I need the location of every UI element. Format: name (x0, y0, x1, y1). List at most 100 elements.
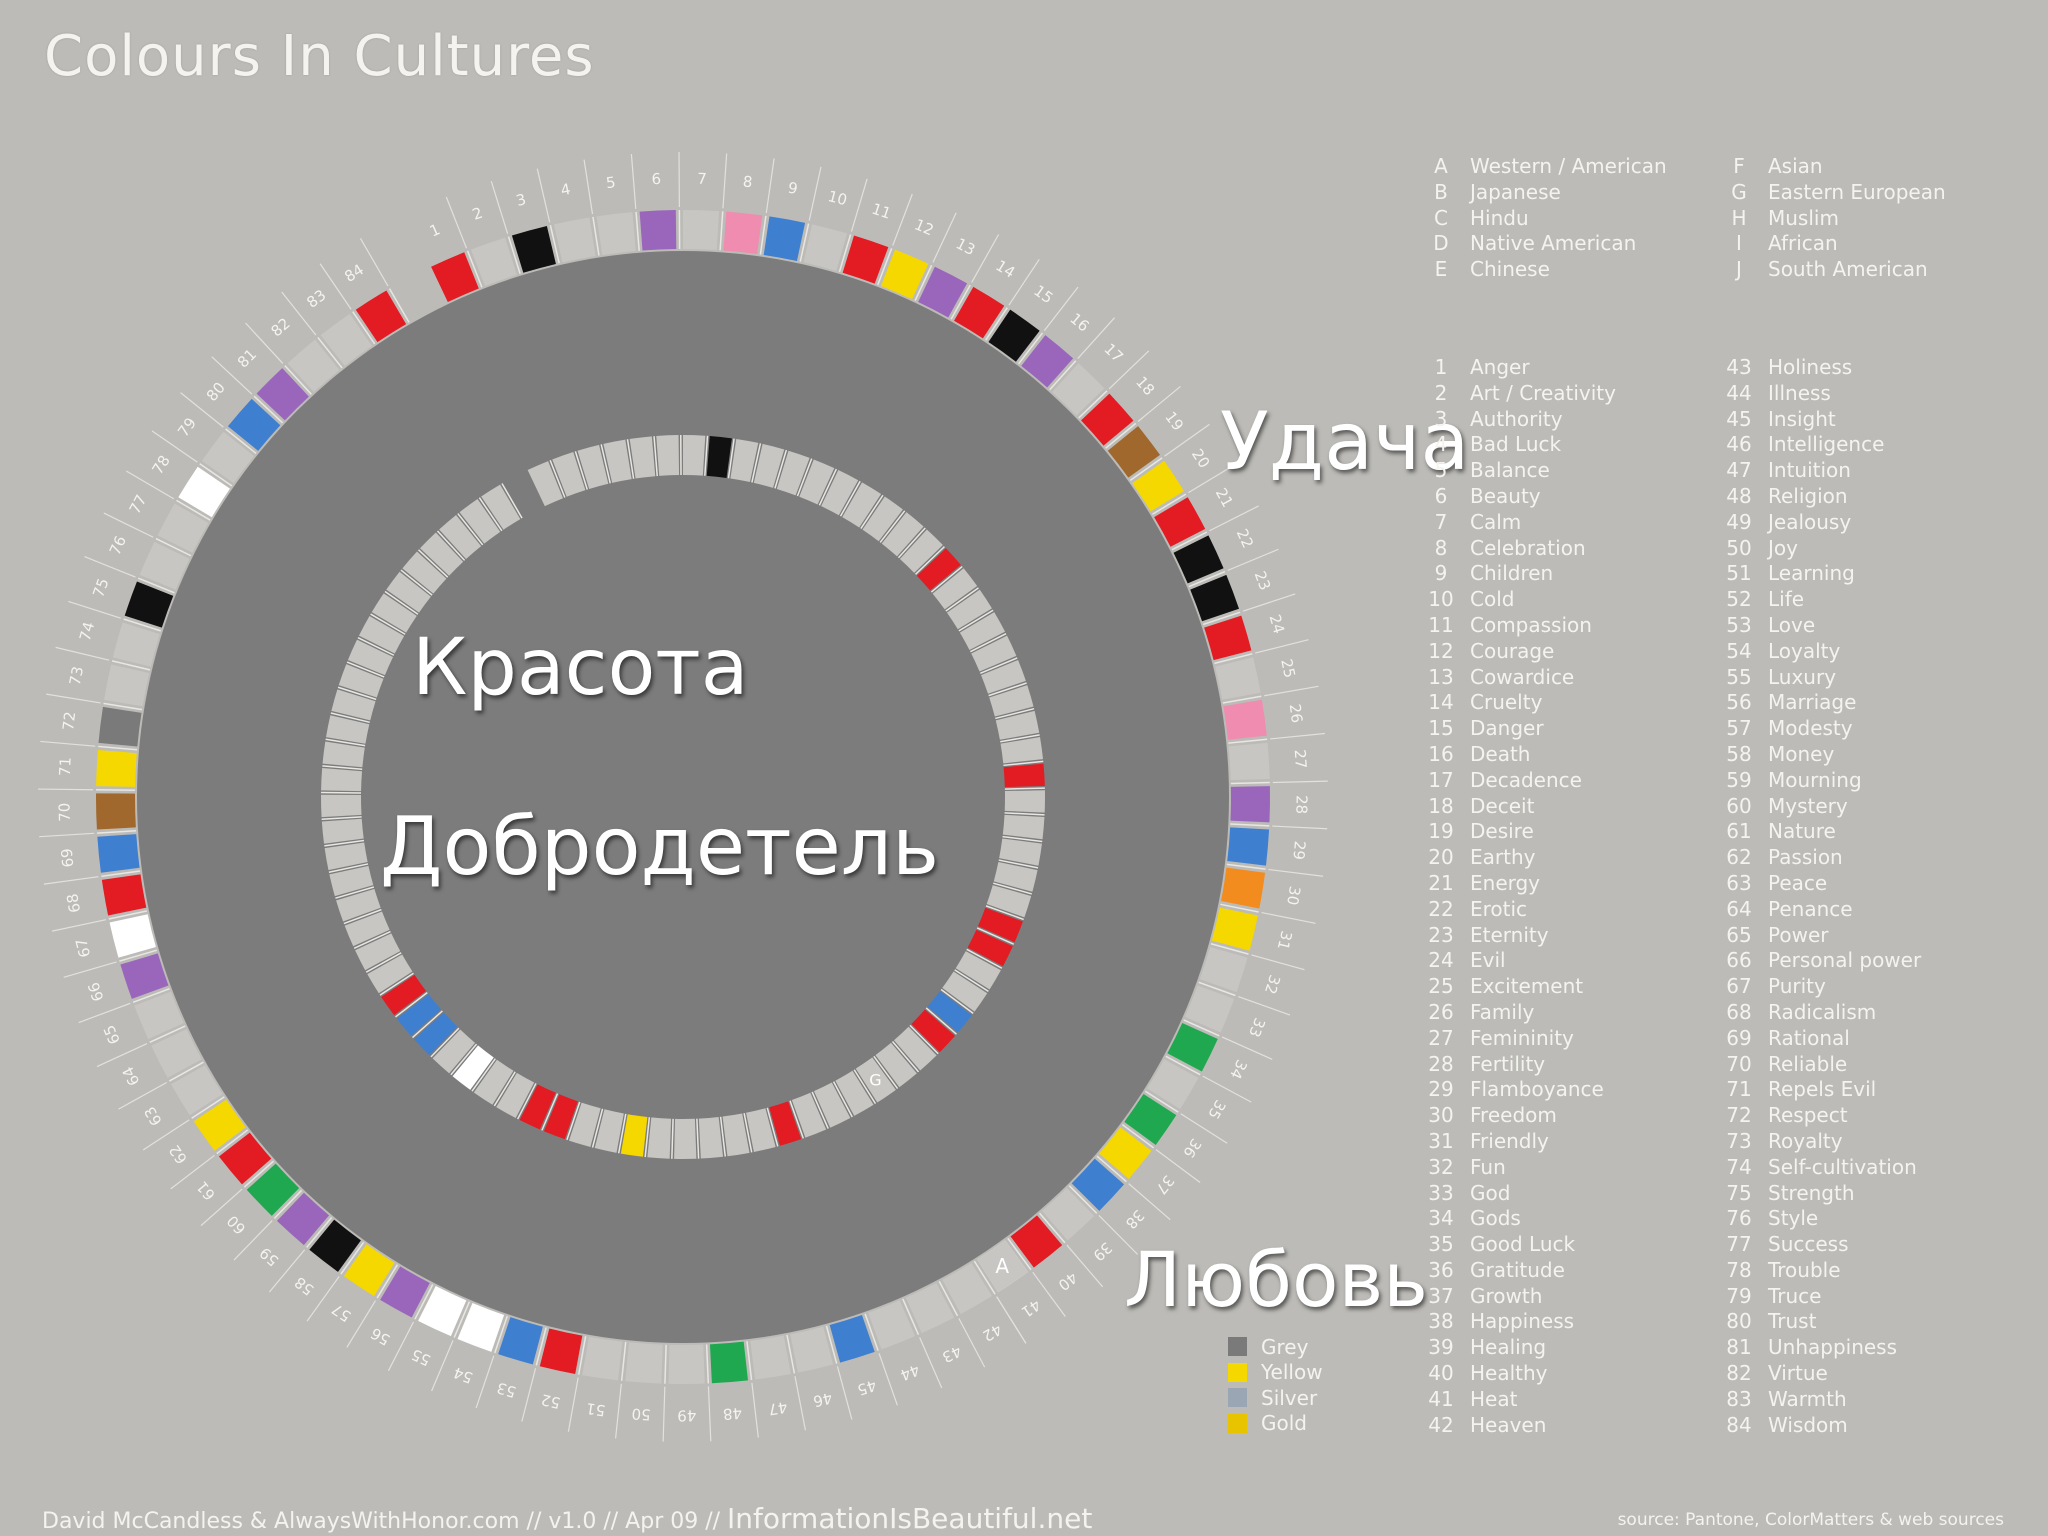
cell-divider (549, 225, 560, 264)
legend-row: 7 Calm (1422, 510, 1616, 536)
legend-key: 70 (1726, 1051, 1752, 1076)
cell-divider (902, 1298, 920, 1336)
wheel-cell-G-81 (420, 532, 464, 576)
number-divider (211, 356, 253, 395)
cell-divider (914, 264, 933, 301)
wheel-number-36: 36 (1179, 1135, 1205, 1161)
wheel-cell-G-78 (371, 593, 417, 633)
legend-row: 76 Style (1720, 1206, 1921, 1232)
cell-divider (352, 311, 376, 345)
legend-label: Femininity (1470, 1025, 1574, 1050)
number-divider (878, 1353, 898, 1406)
legend-key: 76 (1726, 1206, 1752, 1231)
number-divider (39, 832, 95, 838)
legend-row: 6 Beauty (1422, 484, 1616, 510)
wheel-cell-G-80 (402, 551, 447, 594)
legend-row: I African (1720, 231, 1946, 257)
cell-divider (973, 1260, 996, 1295)
legend-row: 55 Luxury (1720, 665, 1921, 691)
wheel-cell-G-11 (776, 450, 810, 496)
wheel-cell-G-37 (927, 991, 972, 1033)
wheel-cell-G-40 (875, 1042, 917, 1088)
wheel-cell-G-66 (336, 888, 381, 922)
legend-row: 43 Holiness (1720, 355, 1921, 381)
legend-row: 30 Freedom (1422, 1103, 1616, 1129)
legend-label: Fun (1470, 1154, 1506, 1179)
wheel-number-63: 63 (141, 1103, 166, 1129)
number-divider (151, 430, 198, 463)
legend-label: Family (1470, 999, 1535, 1024)
legend-key: 64 (1726, 896, 1752, 921)
number-divider (268, 1249, 306, 1293)
legend-row: 42 Heaven (1422, 1413, 1616, 1439)
legend-row: G Eastern European (1720, 180, 1945, 206)
legend-label: Japanese (1470, 179, 1561, 204)
color-legend-label: Yellow (1261, 1360, 1323, 1385)
legend-label: Courage (1470, 638, 1555, 663)
legend-label: Children (1470, 561, 1554, 586)
cell-divider (330, 712, 370, 724)
wheel-cell-G-13 (821, 470, 859, 516)
wheel-cell-A-51 (582, 1336, 623, 1381)
cell-divider (457, 513, 484, 546)
wheel-cell-G-12 (799, 459, 835, 505)
number-divider (96, 1043, 148, 1068)
wheel-number-29: 29 (1289, 840, 1309, 861)
wheel-number-47: 47 (767, 1398, 789, 1419)
wheel-number-60: 60 (223, 1212, 249, 1238)
legend-row: 72 Respect (1720, 1103, 1921, 1129)
wheel-cell-G-14 (842, 482, 882, 528)
legend-row: 4 Bad Luck (1422, 432, 1616, 458)
wheel-cell-G-48 (698, 1117, 724, 1159)
legend-label: Joy (1768, 535, 1798, 560)
wheel-cell-A-78 (178, 466, 230, 518)
cell-divider (549, 459, 566, 498)
number-divider (63, 961, 117, 978)
wheel-number-16: 16 (1066, 309, 1092, 335)
cell-divider (600, 444, 611, 484)
legend-label: Purity (1768, 974, 1826, 999)
cell-divider (328, 863, 369, 873)
wheel-number-49: 49 (677, 1406, 696, 1424)
cell-divider (1002, 835, 1043, 843)
legend-key: 1 (1434, 355, 1448, 379)
wheel-cell-G-24 (989, 685, 1034, 717)
cell-divider (796, 458, 813, 497)
wheel-cell-A-79 (201, 431, 254, 484)
cell-divider (132, 987, 170, 1003)
cell-divider (574, 451, 588, 490)
legend-key: 49 (1726, 509, 1752, 534)
wheel-cell-A-57 (343, 1244, 395, 1297)
wheel-number-5: 5 (605, 173, 617, 192)
wheel-number-68: 68 (63, 892, 84, 914)
number-divider (142, 1119, 190, 1151)
legend-label: Wisdom (1768, 1412, 1848, 1437)
number-divider (1188, 463, 1236, 494)
cell-divider (168, 1061, 204, 1082)
cell-divider (853, 1069, 877, 1104)
wheel-cell-G-38 (911, 1009, 955, 1053)
wheel-cell-A-10 (803, 224, 848, 271)
legend-row: 80 Trust (1720, 1309, 1921, 1335)
legend-label: Cold (1470, 587, 1515, 612)
wheel-number-13: 13 (953, 234, 978, 259)
legend-key: 43 (1726, 355, 1752, 379)
number-divider (1098, 1215, 1139, 1255)
wheel-cell-G-4 (603, 439, 632, 483)
legend-key: 14 (1428, 690, 1454, 715)
cell-divider (653, 436, 658, 477)
wheel-number-71: 71 (56, 757, 75, 777)
wheel-cell-A-8 (723, 211, 763, 255)
wheel-cell-G-6 (656, 435, 680, 476)
number-divider (662, 1386, 666, 1442)
legend-row: 5 Balance (1422, 458, 1616, 484)
wheel-cell-A-24 (1204, 615, 1252, 661)
cell-divider (343, 908, 382, 925)
legend-key: 10 (1428, 587, 1454, 612)
legend-row: 49 Jealousy (1720, 510, 1921, 536)
wheel-number-74: 74 (76, 620, 98, 643)
legend-label: Anger (1470, 355, 1530, 379)
legend-label: Calm (1470, 509, 1522, 534)
legend-row: 48 Religion (1720, 484, 1921, 510)
legend-key: 81 (1726, 1335, 1752, 1360)
